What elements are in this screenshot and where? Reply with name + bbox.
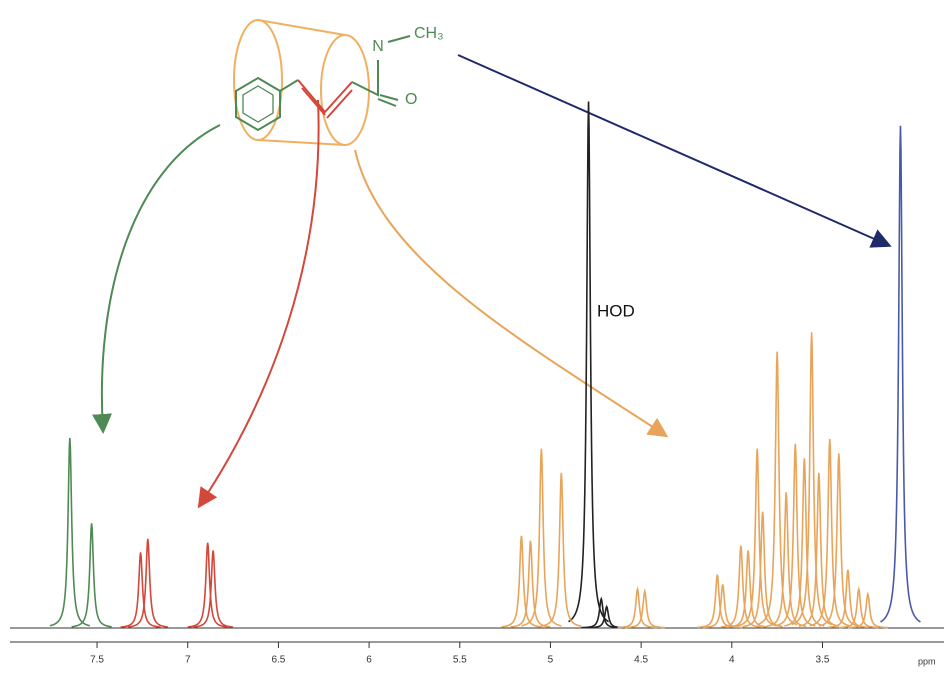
annotation: HOD [597, 301, 635, 320]
benzene-inner [242, 85, 274, 123]
peak [809, 438, 850, 627]
x-tick-label: 6 [366, 655, 372, 666]
peak [702, 584, 743, 629]
atom-label: O [405, 91, 417, 108]
peak [838, 586, 879, 629]
peak [737, 448, 778, 627]
arrow [457, 54, 892, 248]
x-tick-label: 6.5 [271, 655, 285, 666]
peak [49, 437, 91, 627]
peak [798, 472, 840, 627]
peak [791, 332, 832, 626]
atom-label: CH₃ [414, 25, 444, 42]
peak [880, 125, 921, 623]
amide-bonds [351, 60, 399, 107]
arrow [92, 124, 221, 434]
peak [756, 351, 798, 626]
peak [847, 591, 888, 629]
molecule [233, 19, 411, 146]
peak [720, 545, 761, 628]
peak [568, 101, 609, 623]
peak [784, 458, 825, 627]
x-tick-label: 4.5 [634, 655, 648, 666]
x-tick-label: 4 [729, 655, 735, 666]
x-axis-label: ppm [918, 656, 936, 666]
x-tick-label: 5 [548, 655, 554, 666]
peak [71, 523, 112, 628]
peak [827, 569, 868, 629]
atom-label: N [372, 38, 384, 55]
peak [501, 535, 542, 628]
methyl-bond [387, 35, 411, 43]
peak [728, 550, 769, 628]
peak [521, 448, 562, 627]
peak [775, 443, 816, 627]
peak [193, 550, 234, 628]
x-tick-label: 7 [185, 655, 191, 666]
x-tick-label: 7.5 [90, 655, 104, 666]
arrow [197, 99, 320, 509]
peak [617, 586, 658, 629]
peak [624, 588, 665, 629]
cylinder-edge [257, 19, 346, 146]
arrows [92, 54, 892, 509]
peak [697, 574, 738, 629]
peak [127, 538, 168, 628]
bond [279, 79, 299, 92]
peak [541, 472, 582, 627]
peak [187, 542, 228, 628]
x-tick-label: 5.5 [453, 655, 467, 666]
double-bond [297, 79, 353, 119]
arrow [354, 149, 669, 438]
x-tick-label: 3.5 [816, 655, 830, 666]
peak [120, 552, 161, 628]
peak [766, 492, 807, 628]
